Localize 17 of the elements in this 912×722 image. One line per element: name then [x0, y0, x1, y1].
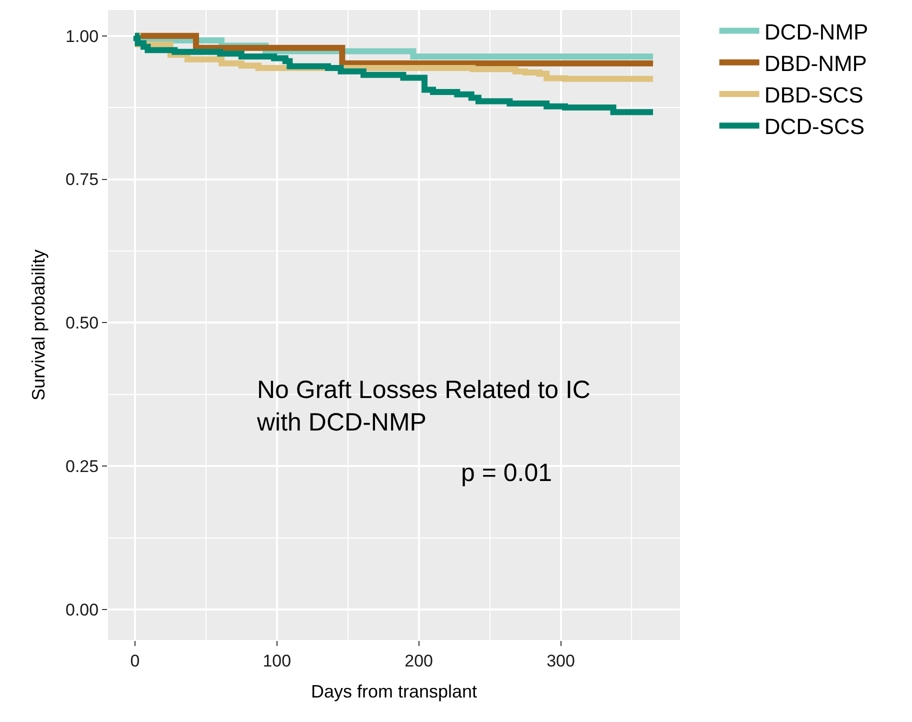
- y-tick-label: 0.75: [66, 170, 99, 190]
- x-tick-label: 300: [546, 651, 575, 670]
- y-axis-title: Survival probability: [28, 249, 49, 401]
- annotation: p = 0.01: [461, 459, 552, 487]
- legend-label: DBD-NMP: [764, 50, 867, 76]
- x-tick-label: 0: [130, 651, 140, 670]
- x-tick-label: 100: [262, 651, 292, 670]
- x-tick-label: 200: [404, 651, 434, 670]
- x-axis-title: Days from transplant: [310, 682, 478, 702]
- y-tick-label: 0.25: [66, 457, 99, 476]
- y-tick-label: 1.00: [66, 26, 99, 46]
- legend-label: DCD-SCS: [764, 114, 865, 140]
- legend-label: DCD-NMP: [764, 19, 868, 44]
- legend-label: DBD-SCS: [764, 82, 864, 108]
- y-tick-label: 0.00: [66, 600, 99, 620]
- y-tick-label: 0.50: [66, 314, 99, 333]
- annotation: No Graft Losses Related to IC with DCD-NMP: [256, 376, 590, 436]
